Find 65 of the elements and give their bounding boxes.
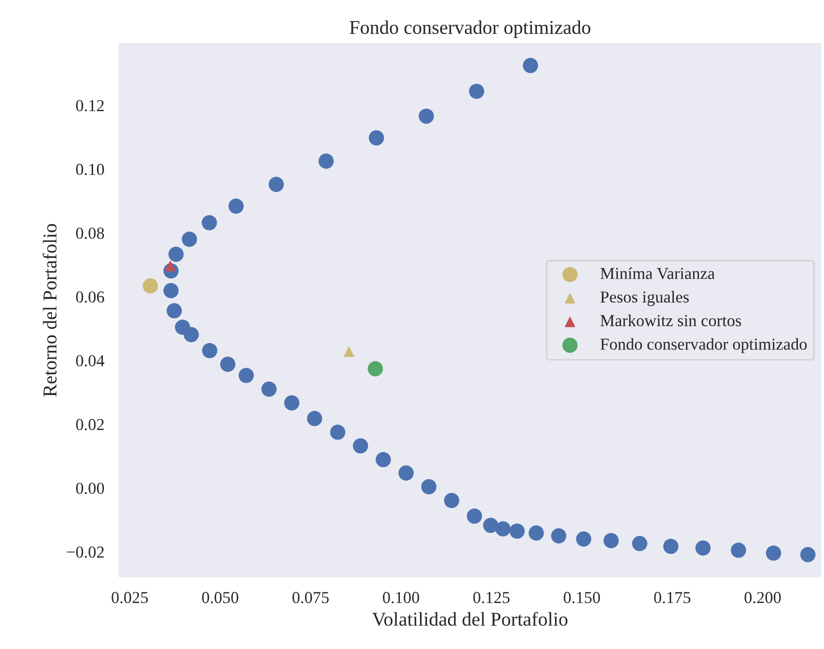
y-tick-label: 0.12	[76, 100, 104, 112]
point	[368, 361, 383, 376]
point	[344, 346, 354, 357]
point	[184, 327, 199, 342]
point	[166, 303, 182, 318]
point	[228, 198, 244, 214]
point	[418, 108, 434, 124]
point	[142, 278, 158, 294]
point	[182, 232, 198, 247]
point	[284, 395, 300, 410]
point	[398, 465, 414, 481]
point	[268, 176, 284, 192]
x-tick-label: 0.150	[564, 592, 600, 604]
legend-label: Miníma Varianza	[600, 267, 715, 280]
point	[576, 531, 592, 547]
point	[421, 479, 436, 494]
y-tick-label: 0.00	[76, 482, 104, 494]
point	[376, 452, 391, 468]
legend-label: Fondo conservador optimizado	[600, 338, 807, 354]
y-tick-label: 0.04	[76, 355, 104, 366]
point	[632, 536, 648, 552]
point	[306, 410, 322, 426]
y-axis-title: Retorno del Portafolio	[42, 224, 57, 397]
point	[468, 84, 484, 99]
point	[495, 521, 511, 536]
legend-label: Pesos iguales	[600, 290, 689, 306]
point	[510, 523, 525, 539]
x-tick-label: 0.125	[473, 592, 510, 604]
y-tick-label: 0.06	[76, 291, 104, 303]
x-tick-label: 0.100	[382, 592, 420, 604]
y-tick-label: 0.10	[76, 164, 104, 176]
point	[604, 533, 619, 548]
point	[202, 215, 217, 230]
point	[695, 540, 711, 556]
point	[466, 508, 482, 524]
point	[766, 545, 782, 561]
point	[483, 518, 498, 533]
point	[163, 283, 179, 298]
y-tick-label: −0.02	[66, 546, 104, 558]
point	[444, 492, 460, 508]
point	[800, 547, 816, 562]
point	[528, 525, 544, 541]
x-axis-title: Volatilidad del Portafolio	[372, 612, 568, 626]
x-tick-label: 0.075	[292, 592, 329, 604]
point	[220, 356, 236, 372]
chart-title: Fondo conservador optimizado	[350, 20, 590, 38]
point	[522, 58, 538, 74]
point	[202, 342, 218, 358]
point	[730, 542, 746, 558]
point	[261, 382, 277, 397]
point	[330, 424, 346, 440]
y-tick-label: 0.02	[76, 418, 104, 430]
y-tick-label: 0.08	[76, 228, 104, 239]
point	[551, 528, 566, 544]
point	[318, 154, 334, 169]
x-tick-label: 0.200	[744, 592, 781, 604]
point	[663, 538, 678, 554]
point	[352, 438, 368, 454]
point	[368, 130, 384, 146]
legend-label: Markowitz sin cortos	[600, 314, 742, 326]
point	[238, 368, 254, 384]
x-tick-label: 0.050	[202, 592, 238, 604]
point	[168, 246, 184, 262]
x-tick-label: 0.175	[654, 592, 690, 604]
x-tick-label: 0.025	[112, 592, 148, 604]
